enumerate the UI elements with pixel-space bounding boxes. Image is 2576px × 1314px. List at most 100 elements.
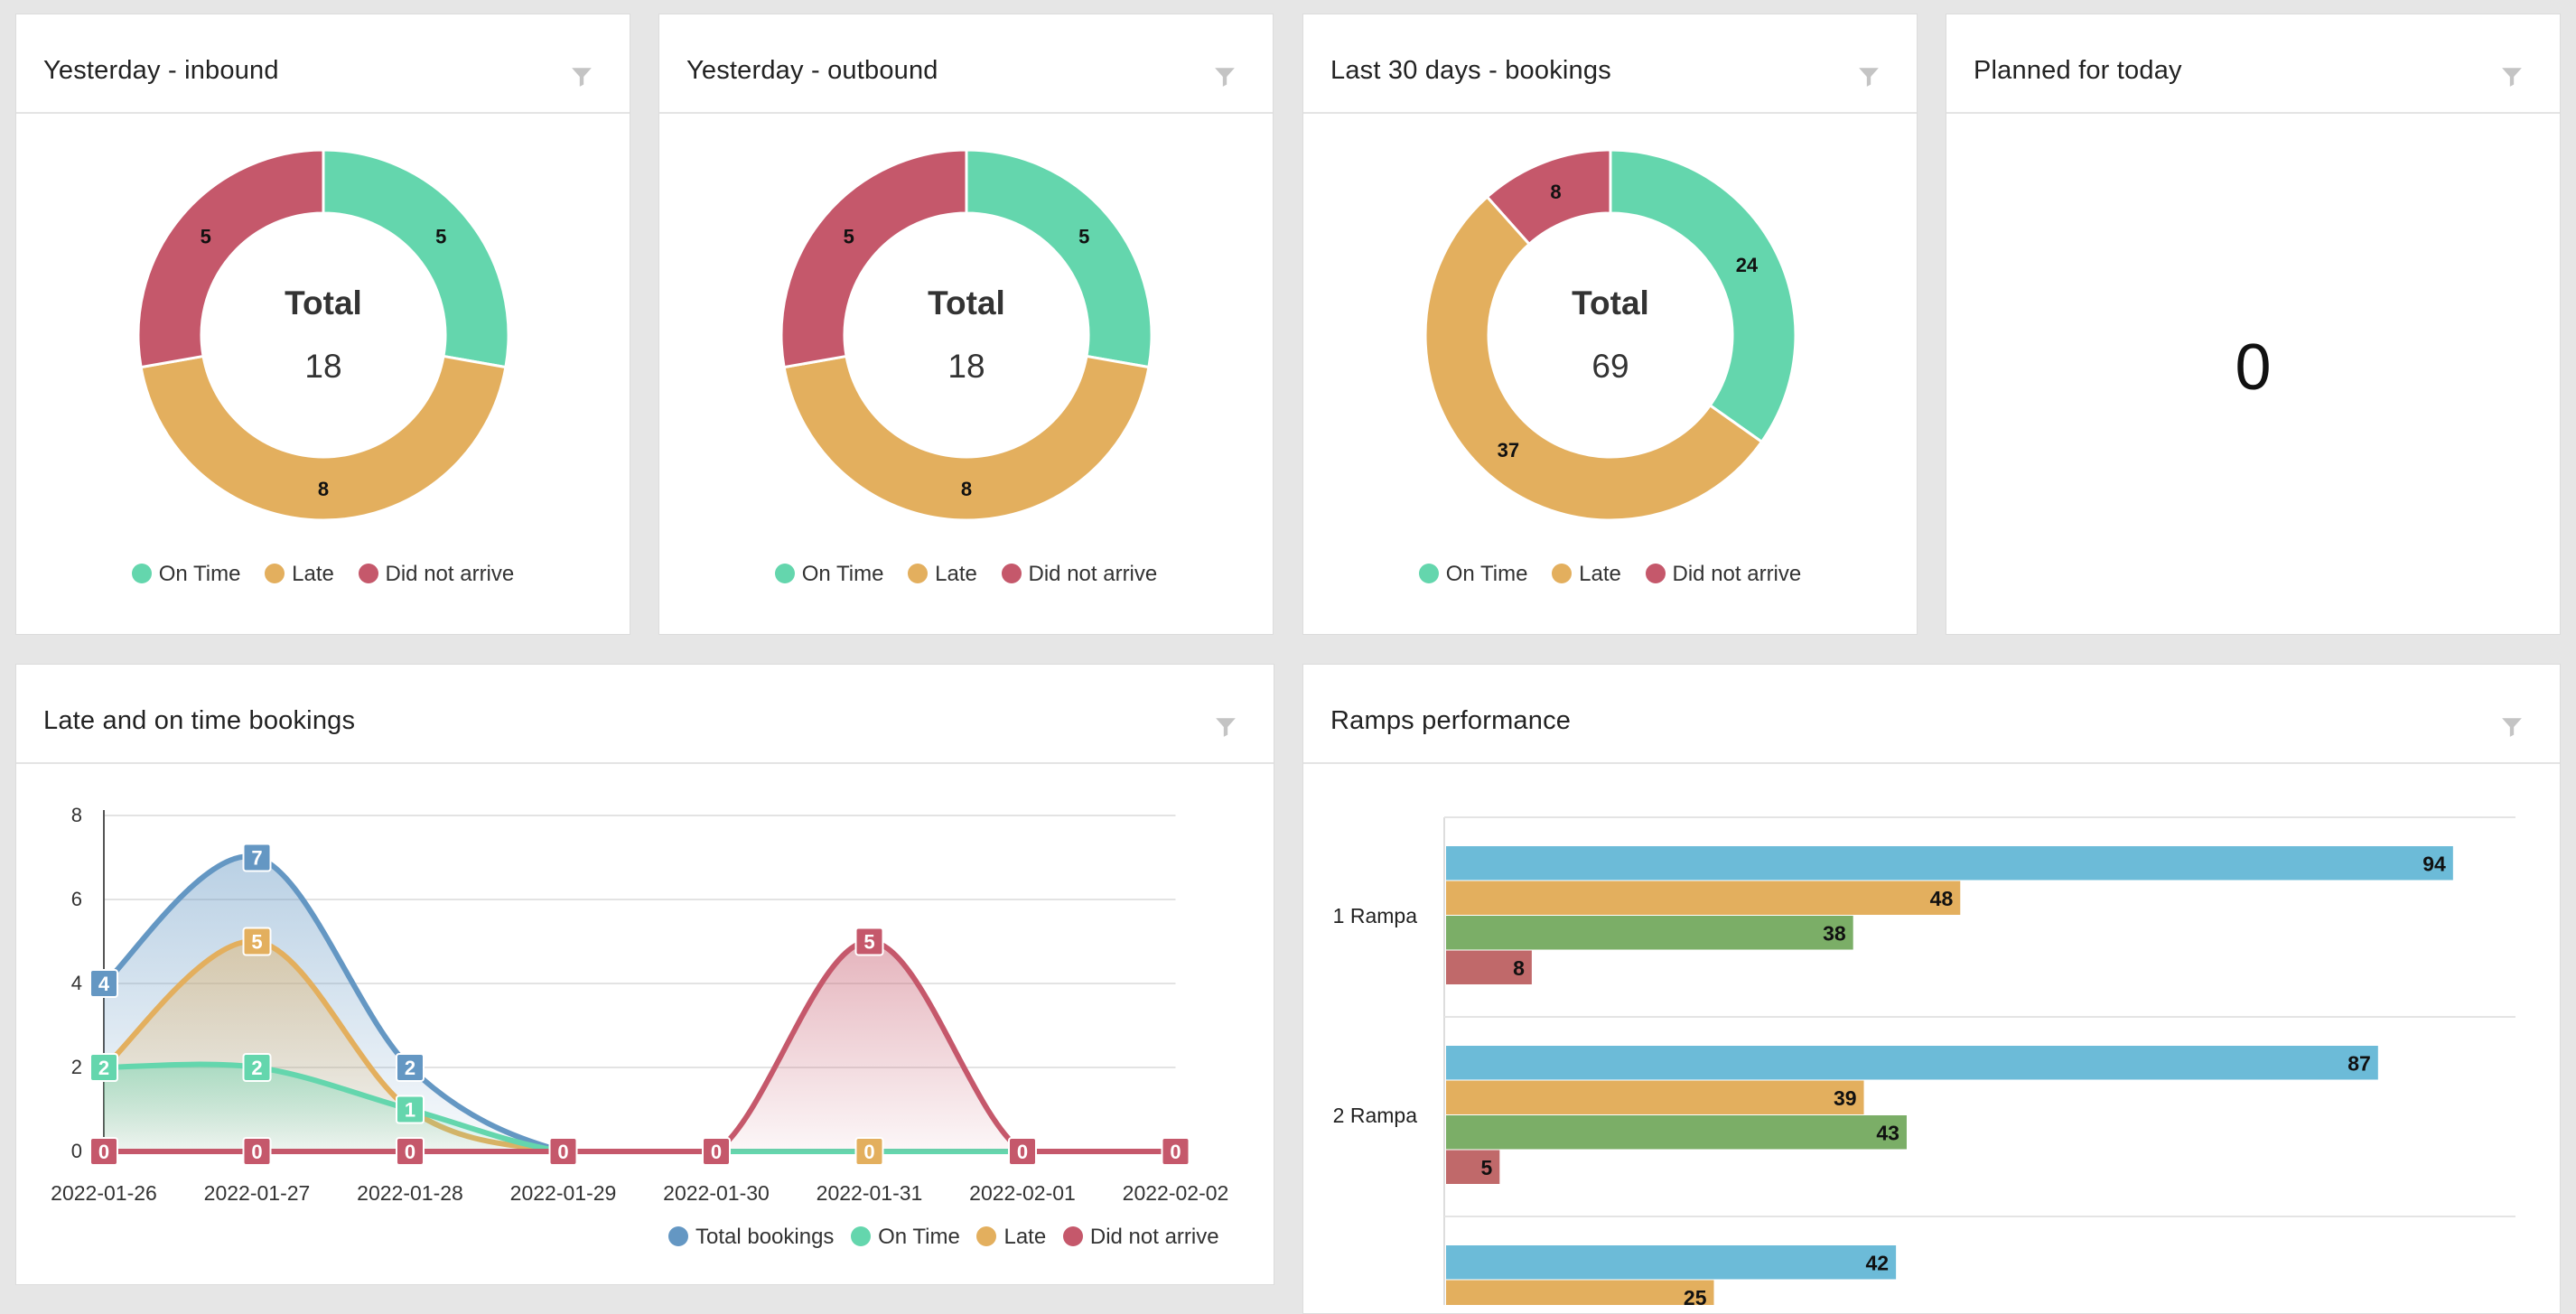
donut-slice-late[interactable] — [782, 354, 1151, 522]
x-tick-label: 2022-01-30 — [663, 1181, 770, 1205]
bar[interactable] — [1446, 1046, 2378, 1080]
legend-item-did-not-arrive[interactable]: Did not arrive — [1645, 562, 1801, 587]
donut-slice-did-not-arrive[interactable] — [779, 148, 968, 369]
outbound-card: Yesterday - outbound Total 18 5 8 5 On Tim… — [658, 14, 1274, 635]
legend-item-did-not-arrive[interactable]: Did not arrive — [1062, 1225, 1219, 1250]
late-on-time-area-chart: 0 2 4 6 8 2022-01-26 2022-01-27 2022-01-28 2022-… — [51, 804, 1228, 1205]
legend-item-on-time[interactable]: On Time — [774, 562, 883, 587]
filter-icon[interactable] — [1214, 715, 1237, 739]
donut-legend: On Time Late Did not arrive — [659, 562, 1273, 587]
x-tick-label: 2022-02-01 — [969, 1181, 1076, 1205]
card-header: Yesterday - outbound — [659, 14, 1273, 114]
data-point-value: 0 — [251, 1141, 262, 1163]
data-point-label[interactable]: 4 — [89, 969, 118, 998]
x-tick-label: 2022-01-26 — [51, 1181, 157, 1205]
data-point-label[interactable]: 5 — [854, 927, 884, 956]
data-point-label[interactable]: 2 — [89, 1053, 118, 1082]
filter-icon[interactable] — [1213, 65, 1237, 89]
data-point-label[interactable]: 0 — [89, 1137, 118, 1166]
filter-icon[interactable] — [2500, 65, 2524, 89]
legend-dot — [908, 564, 929, 583]
data-point-label[interactable]: 0 — [1008, 1137, 1037, 1166]
donut-value-label: 5 — [844, 226, 854, 248]
series-line-did-not-arrive[interactable] — [104, 938, 1176, 1154]
outbound-donut-chart: Total 18 5 8 5 — [779, 148, 1153, 522]
donut-slice-late[interactable] — [1423, 194, 1764, 522]
legend-item-on-time[interactable]: On Time — [1418, 562, 1527, 587]
data-point-label[interactable]: 5 — [242, 927, 272, 956]
data-point-value: 1 — [405, 1099, 415, 1122]
donut-slice-on-time[interactable] — [1609, 148, 1797, 444]
bar[interactable] — [1446, 1080, 1864, 1115]
legend-item-late[interactable]: Late — [1552, 562, 1621, 587]
card-header: Late and on time bookings — [16, 665, 1274, 764]
data-point-label[interactable]: 0 — [1161, 1137, 1190, 1166]
line-chart-legend: Total bookings On Time Late Did not arri… — [663, 1225, 1225, 1250]
donut-slice-did-not-arrive[interactable] — [136, 148, 325, 369]
x-tick-label: 2022-01-28 — [357, 1181, 463, 1205]
ramps-performance-card: Ramps performance — [1302, 664, 2561, 1314]
planned-today-card: Planned for today 0 — [1946, 14, 2561, 635]
bar[interactable] — [1446, 881, 1961, 916]
bar-value-label: 48 — [1930, 887, 1954, 910]
legend-dot — [1645, 564, 1666, 583]
data-point-value: 2 — [405, 1057, 415, 1079]
data-point-label[interactable]: 0 — [396, 1137, 425, 1166]
data-point-marker — [854, 1137, 884, 1166]
donut-slice-on-time[interactable] — [965, 148, 1153, 369]
bar[interactable] — [1446, 1150, 1500, 1185]
filter-icon[interactable] — [1857, 65, 1881, 89]
donut-slice-late[interactable] — [139, 354, 508, 522]
legend-dot — [1418, 564, 1439, 583]
donut-legend: On Time Late Did not arrive — [1303, 562, 1917, 587]
donut-total-label: Total — [285, 284, 362, 322]
donut-slice-on-time[interactable] — [322, 148, 510, 369]
ramps-bar-chart: 1 Rampa 94 48 38 8 2 Rampa 87 39 43 5 42 25 — [1333, 816, 2515, 1306]
data-point-label[interactable]: 2 — [396, 1053, 425, 1082]
donut-slice-did-not-arrive[interactable] — [1485, 148, 1612, 247]
bar[interactable] — [1446, 846, 2453, 881]
donut-total-label: Total — [1572, 284, 1649, 322]
data-point-value: 0 — [1170, 1141, 1181, 1163]
inbound-donut-chart: Total 18 5 8 5 — [136, 148, 510, 522]
bar-value-label: 87 — [2347, 1051, 2371, 1075]
legend-item-late[interactable]: Late — [976, 1225, 1046, 1250]
data-point-label[interactable]: 0 — [702, 1137, 731, 1166]
card-header: Yesterday - inbound — [16, 14, 630, 114]
donut-value-label: 8 — [1550, 181, 1561, 203]
legend-item-late[interactable]: Late — [908, 562, 977, 587]
bar[interactable] — [1446, 950, 1532, 985]
data-point-marker — [1008, 1137, 1037, 1166]
bar[interactable] — [1446, 1115, 1907, 1150]
data-point-label[interactable]: 2 — [242, 1053, 272, 1082]
legend-dot — [774, 564, 795, 583]
bar-value-label: 8 — [1513, 956, 1525, 980]
data-point-label[interactable]: 1 — [396, 1095, 425, 1124]
legend-item-on-time[interactable]: On Time — [131, 562, 240, 587]
legend-item-total-bookings[interactable]: Total bookings — [668, 1225, 834, 1250]
filter-icon[interactable] — [2500, 715, 2524, 739]
data-point-label[interactable]: 0 — [548, 1137, 578, 1166]
data-point-label[interactable]: 0 — [242, 1137, 272, 1166]
bar-value-label: 42 — [1866, 1251, 1890, 1274]
data-point-marker — [396, 1053, 425, 1082]
filter-icon[interactable] — [570, 65, 593, 89]
y-tick-label: 6 — [71, 888, 82, 910]
bar[interactable] — [1446, 916, 1853, 950]
bookings-donut-chart: Total 69 24 37 8 — [1423, 148, 1797, 522]
legend-item-did-not-arrive[interactable]: Did not arrive — [1001, 562, 1157, 587]
legend-item-did-not-arrive[interactable]: Did not arrive — [358, 562, 514, 587]
card-title: Late and on time bookings — [43, 706, 356, 735]
donut-total-value: 18 — [947, 348, 985, 385]
y-tick-label: 8 — [71, 804, 82, 826]
data-point-label[interactable]: 0 — [854, 1137, 884, 1166]
data-point-value: 0 — [1017, 1141, 1028, 1163]
bar[interactable] — [1446, 1245, 1897, 1280]
data-point-value: 0 — [98, 1141, 109, 1163]
data-point-marker — [396, 1095, 425, 1124]
card-header: Ramps performance — [1303, 665, 2560, 764]
bar[interactable] — [1446, 1280, 1714, 1306]
legend-item-late[interactable]: Late — [265, 562, 334, 587]
legend-item-on-time[interactable]: On Time — [851, 1225, 960, 1250]
data-point-label[interactable]: 7 — [242, 843, 272, 872]
